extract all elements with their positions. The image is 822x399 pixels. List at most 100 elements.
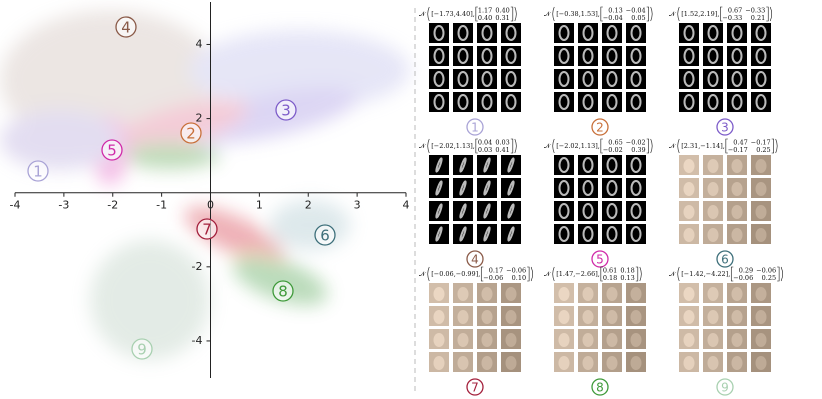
cov-entry: −0.02 <box>603 146 623 154</box>
mean: [1.47,−2.66], <box>556 270 600 278</box>
thumbnail <box>602 201 622 221</box>
thumbnail-face <box>457 356 469 370</box>
thumbnail-stroke <box>435 180 443 196</box>
paren <box>677 138 680 154</box>
paren <box>775 138 778 154</box>
cov-entry: 0.05 <box>631 14 645 22</box>
thumbnail <box>554 69 574 89</box>
thumbnail-stroke <box>481 94 493 110</box>
thumbnail <box>679 92 699 112</box>
thumbnail <box>626 69 646 89</box>
cluster-label: 4 <box>471 253 479 267</box>
thumbnail <box>703 92 723 112</box>
thumbnail-stroke <box>731 48 743 64</box>
x-tick-label: -4 <box>10 199 21 212</box>
thumbnail-face <box>755 228 767 242</box>
cov-entry: 0.40 <box>478 14 492 22</box>
thumbnail-stroke <box>507 226 515 242</box>
thumbnail-face <box>630 287 642 301</box>
thumbnail-face <box>683 356 695 370</box>
thumbnail-face <box>606 333 618 347</box>
thumbnail-stroke <box>606 226 618 242</box>
paren <box>427 138 430 154</box>
cluster-badge <box>314 224 336 246</box>
thumbnail <box>429 69 449 89</box>
cluster-badge <box>591 378 609 396</box>
thumbnail-face <box>433 333 445 347</box>
cluster-badge <box>716 378 734 396</box>
bracket <box>600 266 603 282</box>
thumbnail-stroke <box>558 203 570 219</box>
thumbnail-stroke <box>481 71 493 87</box>
cov-entry: 0.31 <box>495 14 509 22</box>
thumbnail-stroke <box>683 94 695 110</box>
thumbnail-stroke <box>707 94 719 110</box>
dist-symbol: 𝒩 <box>544 270 552 278</box>
paren <box>514 138 517 154</box>
thumbnail-face <box>707 159 719 173</box>
bracket <box>730 266 734 282</box>
thumbnail-face <box>582 333 594 347</box>
thumbnail-face <box>606 356 618 370</box>
thumbnail-stroke <box>558 94 570 110</box>
bracket <box>475 138 478 154</box>
thumbnail-stroke <box>606 180 618 196</box>
thumbnail-face <box>731 159 743 173</box>
latent-clouds <box>0 10 410 360</box>
cov-entry: −0.06 <box>756 267 776 275</box>
thumbnail <box>679 23 699 43</box>
x-tick-label: -1 <box>156 199 167 212</box>
bracket <box>725 138 728 154</box>
thumbnail-face <box>505 333 517 347</box>
thumbnail <box>602 69 622 89</box>
cluster-badge <box>131 338 153 360</box>
thumbnail <box>578 155 598 175</box>
bracket <box>646 138 649 154</box>
thumbnail <box>429 155 449 175</box>
thumbnail-stroke <box>558 71 570 87</box>
x-tick-label: 4 <box>403 199 410 212</box>
thumbnail <box>751 23 771 43</box>
cluster-badge <box>591 118 609 136</box>
thumbnail <box>501 69 521 89</box>
thumbnail-stroke <box>433 71 445 87</box>
thumbnail <box>501 178 521 198</box>
thumbnail-stroke <box>457 25 469 41</box>
thumbnail <box>501 155 521 175</box>
thumbnail <box>501 201 521 221</box>
cluster-badge <box>466 250 484 268</box>
thumbnail-face <box>731 228 743 242</box>
thumbnail-face <box>755 159 767 173</box>
dist-symbol: 𝒩 <box>544 10 552 18</box>
paren <box>427 266 430 282</box>
thumbnail <box>602 224 622 244</box>
thumbnail <box>477 69 497 89</box>
x-tick-label: 2 <box>305 199 312 212</box>
cov-entry: −0.06 <box>506 267 526 275</box>
cov-entry: 0.67 <box>728 7 742 15</box>
thumbnail <box>453 69 473 89</box>
cov-entry: −0.04 <box>626 7 646 15</box>
thumbnail-face <box>505 356 517 370</box>
mean: [−2.02,1.13], <box>556 142 600 150</box>
thumbnail <box>501 224 521 244</box>
cluster-label: 5 <box>596 253 604 267</box>
thumbnail-face <box>755 333 767 347</box>
thumbnail-stroke <box>481 25 493 41</box>
thumbnail-face <box>433 310 445 324</box>
thumbnail-face <box>630 310 642 324</box>
thumbnail-face <box>558 310 570 324</box>
thumbnail <box>501 46 521 66</box>
thumbnail-face <box>755 205 767 219</box>
dist-symbol: 𝒩 <box>544 142 552 150</box>
cluster-badge <box>27 160 49 182</box>
thumbnail-stroke <box>630 94 642 110</box>
paren <box>530 266 533 282</box>
cov-entry: −0.06 <box>733 274 753 282</box>
thumbnail-stroke <box>630 71 642 87</box>
mean: [−0.38,1.53], <box>556 10 600 18</box>
paren <box>427 6 430 22</box>
thumbnail-face <box>755 182 767 196</box>
dist-symbol: 𝒩 <box>669 270 677 278</box>
thumbnail <box>578 23 598 43</box>
